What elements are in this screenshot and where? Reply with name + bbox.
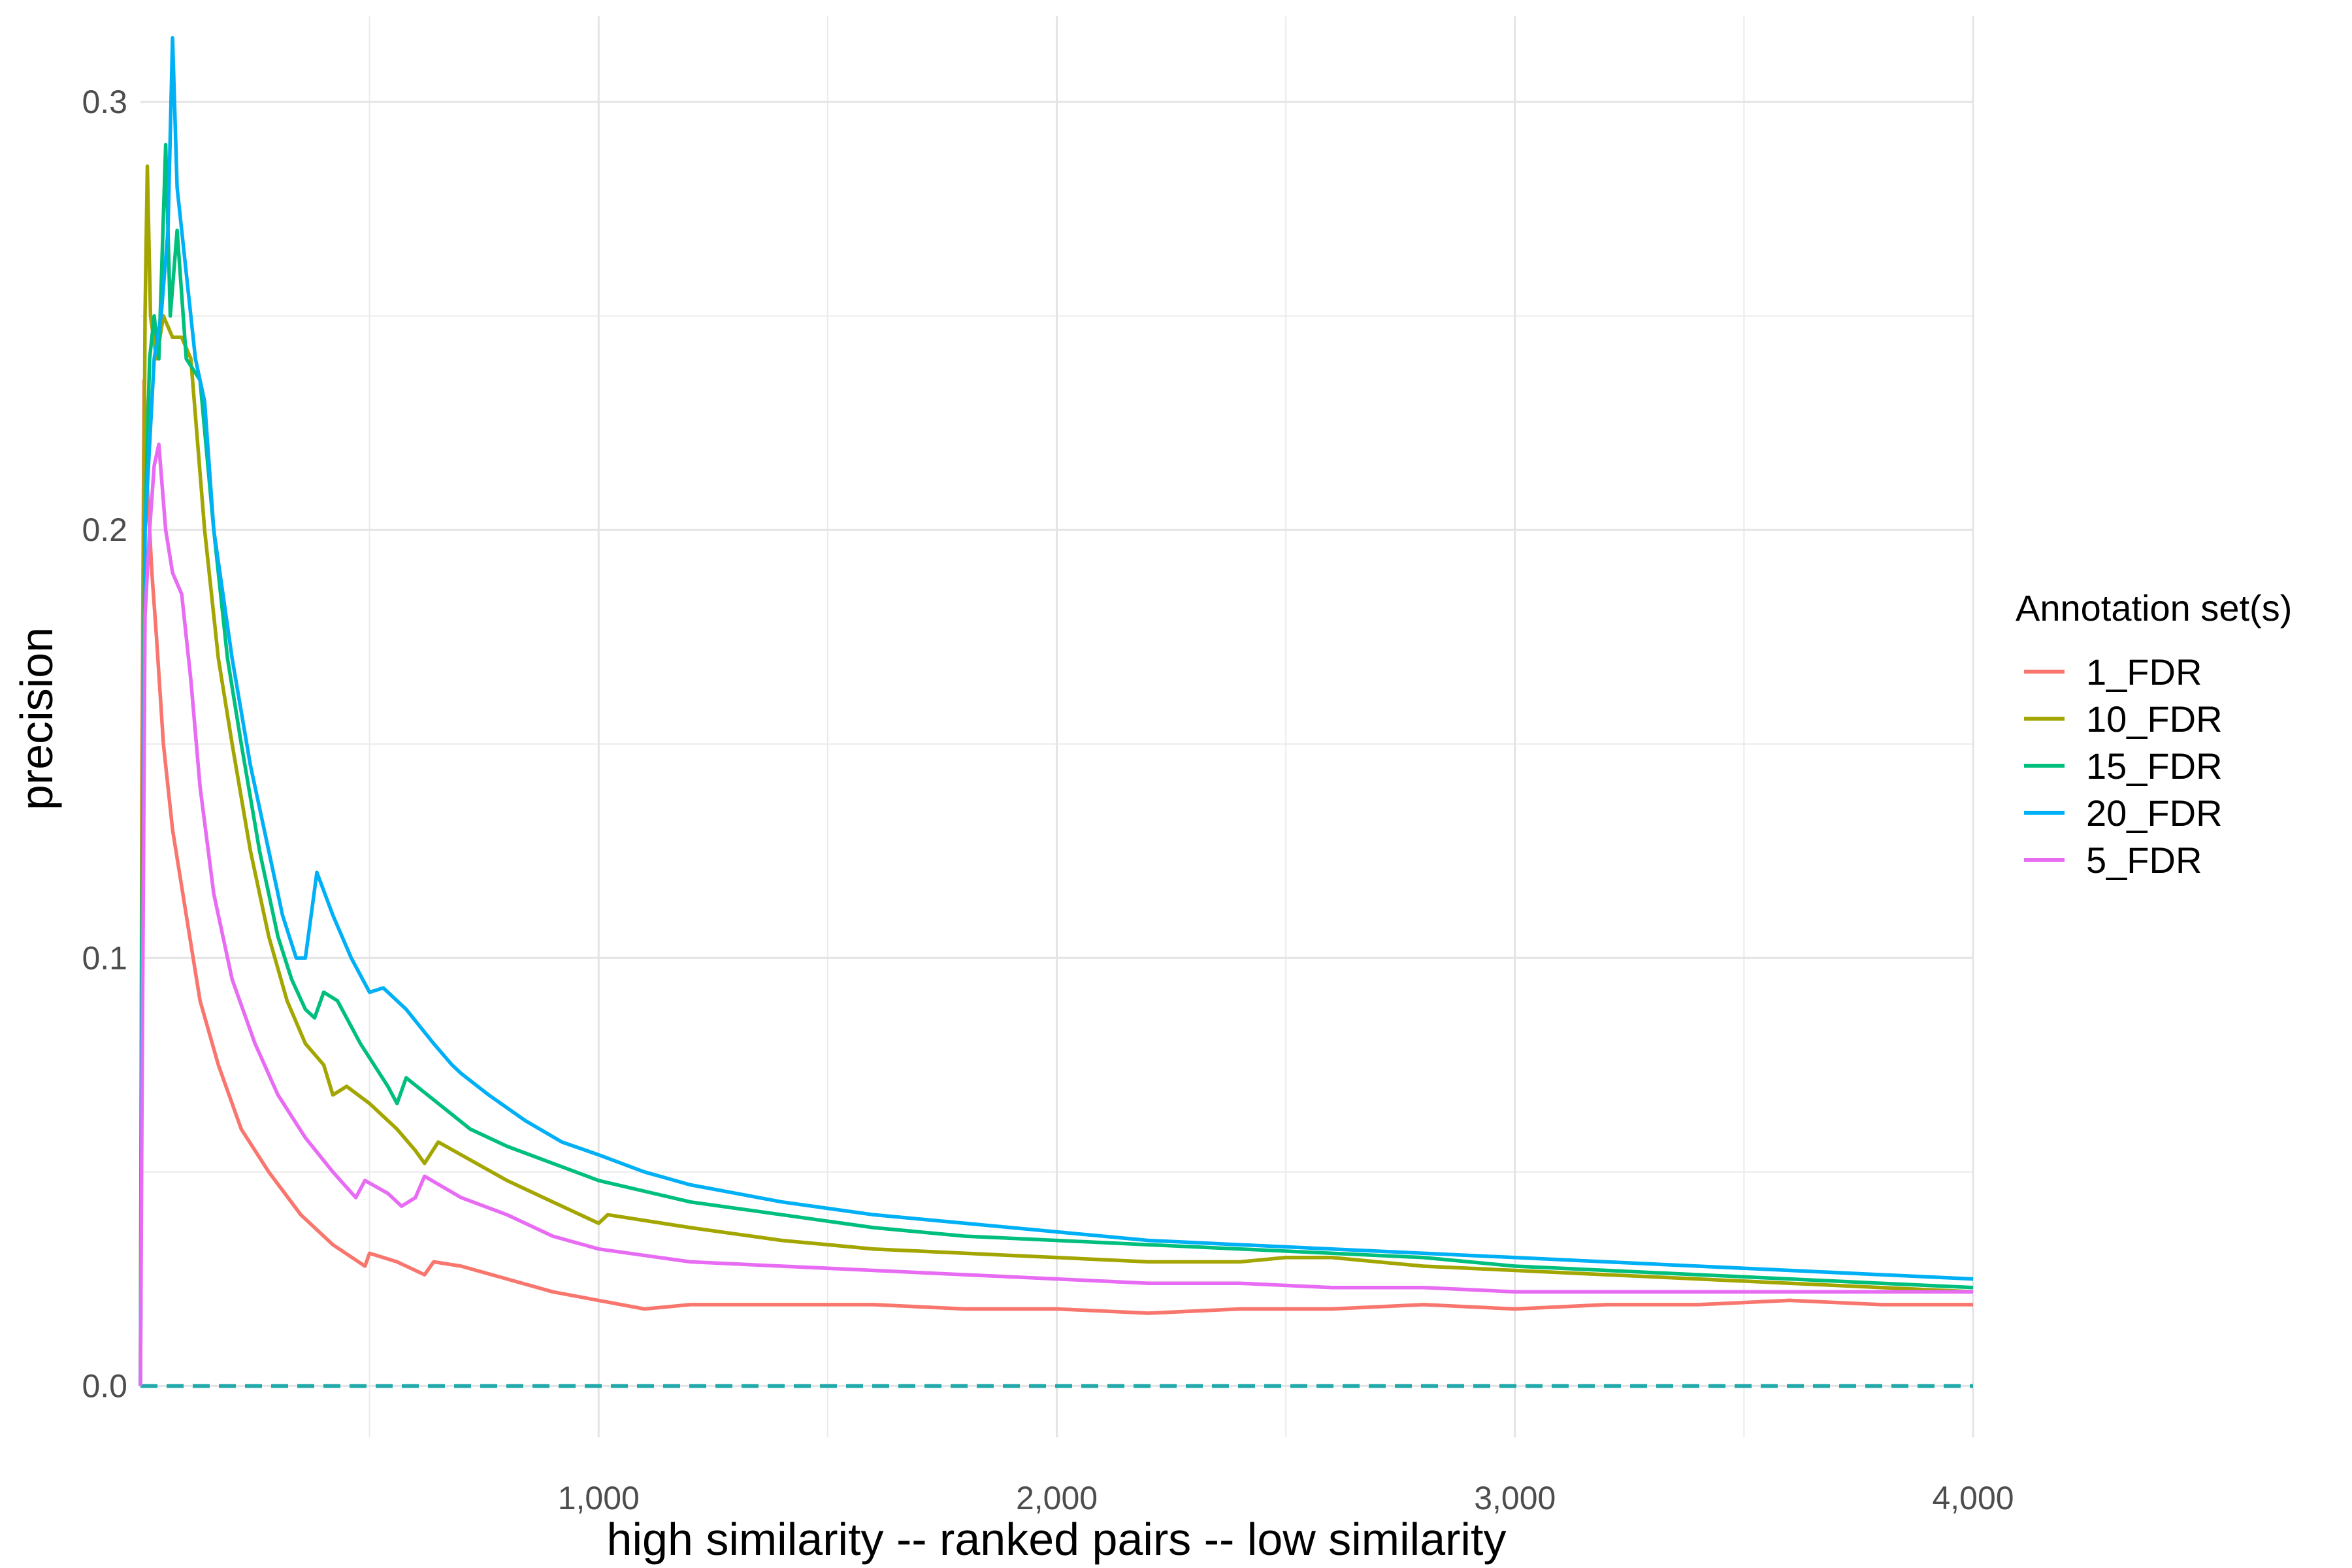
y-axis-title: precision [11, 627, 62, 810]
x-axis-title: high similarity -- ranked pairs -- low s… [607, 1514, 1507, 1565]
series-line-15_FDR [139, 142, 1974, 1386]
x-tick-label: 4,000 [1932, 1480, 2014, 1516]
legend-label-1_FDR: 1_FDR [2086, 651, 2202, 693]
series-line-5_FDR [139, 442, 1973, 1386]
y-tick-label: 0.2 [82, 512, 127, 548]
legend-items: 1_FDR 10_FDR 15_FDR 20_FDR 5_FDR [2024, 651, 2223, 881]
series-line-20_FDR [139, 36, 1974, 1386]
legend-label-5_FDR: 5_FDR [2086, 840, 2202, 881]
legend-label-20_FDR: 20_FDR [2086, 792, 2223, 834]
y-tick-label: 0.1 [82, 939, 127, 976]
grid-major [140, 16, 1974, 1437]
series-layer [139, 36, 1974, 1386]
x-tick-label: 3,000 [1474, 1480, 1556, 1516]
y-tick-labels: 0.0 0.1 0.2 0.3 [82, 84, 127, 1404]
legend-label-10_FDR: 10_FDR [2086, 698, 2223, 740]
series-line-1_FDR [139, 378, 1973, 1386]
legend-label-15_FDR: 15_FDR [2086, 745, 2223, 787]
legend-title: Annotation set(s) [2016, 587, 2292, 629]
x-tick-label: 2,000 [1016, 1480, 1098, 1516]
y-tick-label: 0.0 [82, 1367, 127, 1404]
legend: Annotation set(s) 1_FDR 10_FDR 15_FDR 20_FD… [2016, 587, 2292, 881]
x-tick-label: 1,000 [558, 1480, 640, 1516]
x-tick-labels: 1,000 2,000 3,000 4,000 [558, 1480, 2014, 1516]
series-line-10_FDR [139, 164, 1974, 1386]
y-tick-label: 0.3 [82, 84, 127, 120]
